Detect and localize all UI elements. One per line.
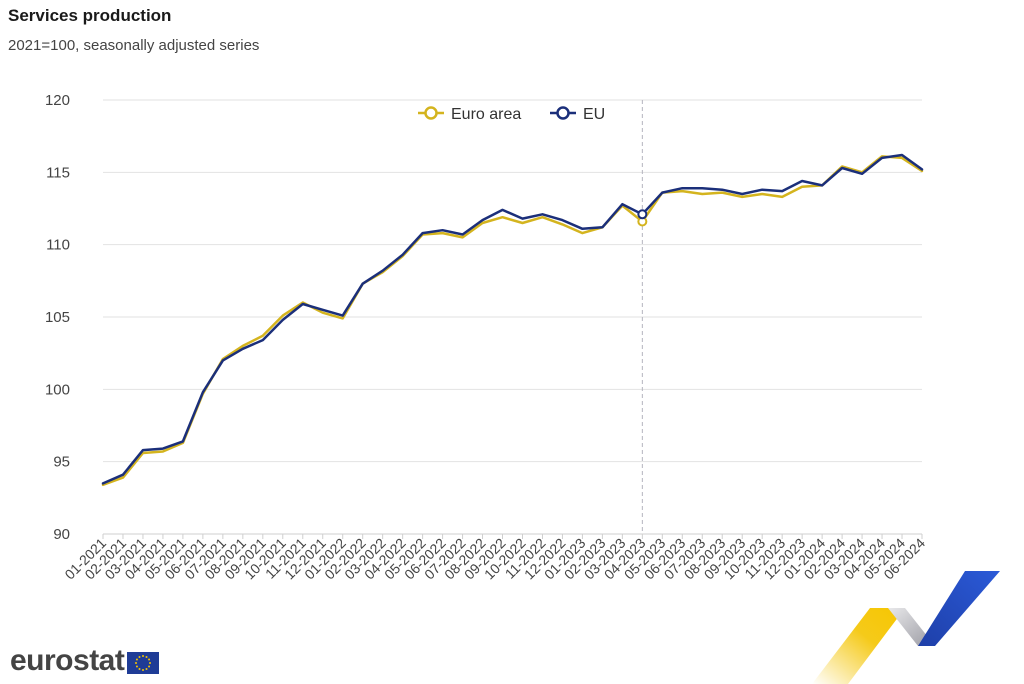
series-lines	[101, 153, 924, 487]
eurostat-logo-text: eurostat	[10, 644, 125, 677]
legend-label-euro-area: Euro area	[451, 106, 521, 123]
data-point-marker[interactable]	[637, 209, 648, 220]
highlight-markers	[637, 209, 648, 227]
y-tick-label: 95	[53, 454, 70, 471]
series-line-euro-area[interactable]	[101, 155, 924, 487]
decorative-chevron-graphic	[812, 571, 1000, 684]
chart-subtitle: 2021=100, seasonally adjusted series	[8, 37, 260, 54]
y-axis-ticks: 90 95 100 105 110 115 120	[45, 92, 70, 543]
legend-item-eu[interactable]: EU	[550, 106, 605, 123]
eu-flag-icon	[127, 652, 160, 674]
legend: Euro area EU	[418, 106, 605, 123]
series-line-eu[interactable]	[101, 153, 924, 485]
y-tick-label: 100	[45, 381, 70, 398]
legend-label-eu: EU	[583, 106, 605, 123]
chart-title: Services production	[8, 6, 172, 25]
y-tick-label: 120	[45, 92, 70, 109]
x-axis-ticks: 01-202102-202103-202104-202105-202106-20…	[61, 534, 928, 582]
y-gridlines	[103, 99, 922, 535]
y-tick-label: 90	[53, 526, 70, 543]
y-tick-label: 105	[45, 309, 70, 326]
y-tick-label: 115	[46, 164, 70, 181]
legend-item-euro-area[interactable]: Euro area	[418, 106, 521, 123]
y-tick-label: 110	[46, 237, 70, 254]
eurostat-logo: eurostat	[10, 644, 160, 678]
